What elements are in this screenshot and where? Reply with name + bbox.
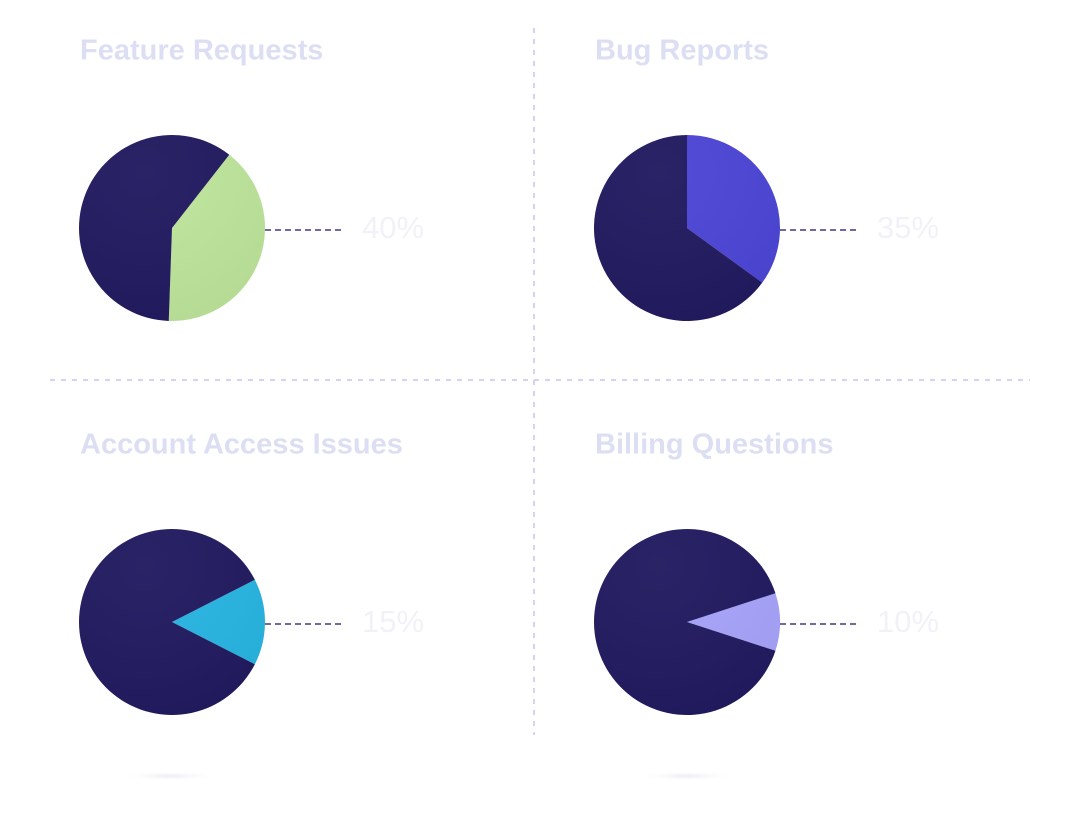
pie-shade — [79, 529, 265, 715]
chart-panel: Account Access Issues 15% — [79, 429, 424, 715]
value-label: 15% — [362, 604, 424, 639]
chart-panel: Billing Questions 10% — [593, 429, 939, 716]
value-label: 35% — [877, 210, 939, 245]
value-label: 40% — [362, 210, 424, 245]
chart-title: Feature Requests — [80, 35, 323, 67]
pie-shade — [594, 135, 780, 321]
chart-title: Billing Questions — [595, 429, 833, 461]
chart-panel: Feature Requests 40% — [79, 35, 424, 321]
shadow — [120, 771, 220, 781]
shadow — [637, 771, 737, 781]
chart-panel: Bug Reports 35% — [593, 35, 939, 321]
chart-title: Bug Reports — [595, 35, 769, 67]
pie-shade — [594, 529, 780, 715]
chart-title: Account Access Issues — [80, 429, 403, 461]
pie-shade — [79, 135, 265, 321]
value-label: 10% — [877, 604, 939, 639]
